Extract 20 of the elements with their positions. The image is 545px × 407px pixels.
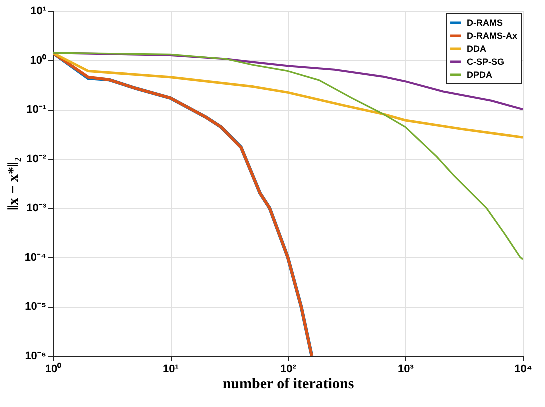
- x-tick-label: 10⁰: [45, 362, 62, 376]
- legend-label: DPDA: [467, 70, 493, 80]
- legend-label: C-SP-SG: [467, 57, 505, 67]
- legend-label: D-RAMS: [467, 18, 503, 28]
- y-tick-label: 10⁻⁵: [25, 301, 46, 314]
- y-tick-label: 10¹: [30, 6, 47, 18]
- x-tick-label: 10²: [280, 364, 297, 376]
- y-tick-label: 10⁻⁶: [25, 350, 46, 362]
- y-tick-label: 10⁻²: [26, 153, 47, 166]
- y-tick-label: 10⁻⁴: [24, 252, 46, 264]
- y-tick-label: 10⁻¹: [26, 104, 47, 116]
- x-tick-label: 10⁴: [514, 364, 532, 376]
- x-axis-title: number of iterations: [222, 376, 354, 392]
- legend-label: D-RAMS-Ax: [467, 31, 518, 41]
- legend-label: DDA: [467, 44, 487, 54]
- x-tick-label: 10¹: [163, 364, 180, 376]
- y-tick-label: 10⁻³: [26, 202, 47, 215]
- y-tick-label: 10⁰: [30, 54, 46, 67]
- y-axis-title: ‖x − x*‖₂: [6, 157, 22, 210]
- x-tick-label: 10³: [398, 364, 414, 376]
